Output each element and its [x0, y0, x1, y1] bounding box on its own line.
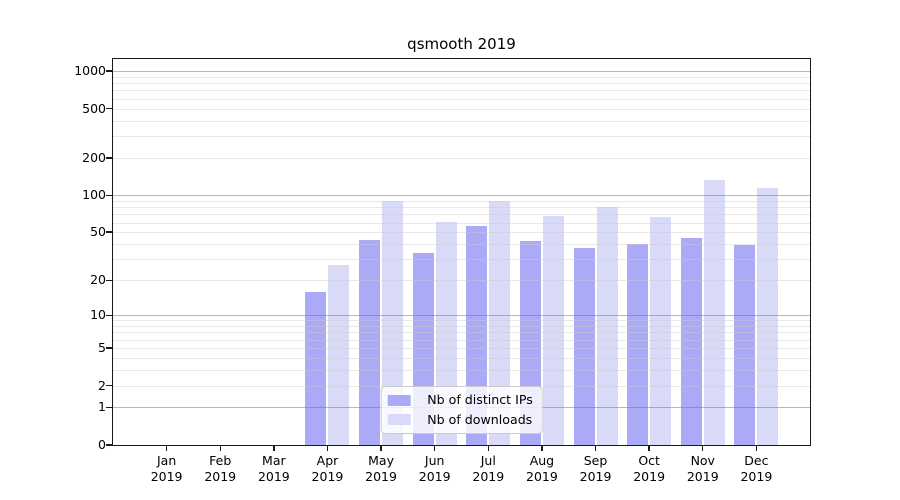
bar-downloads-dec — [757, 187, 779, 445]
x-tick-mark — [594, 446, 597, 451]
x-tick-mark — [326, 446, 329, 451]
y-tick-label: 500 — [82, 100, 106, 116]
bar-distinct-ips-dec — [734, 245, 756, 445]
x-tick-label: Jan 2019 — [150, 453, 183, 484]
y-tick-label: 10 — [90, 306, 106, 322]
legend-label-downloads: Nb of downloads — [427, 411, 533, 427]
x-tick-label: Jun 2019 — [418, 453, 451, 484]
x-tick-label: May 2019 — [365, 453, 397, 484]
x-tick-mark — [541, 446, 543, 451]
y-tick-label: 0 — [98, 436, 106, 452]
legend-label-distinct-ips: Nb of distinct IPs — [427, 392, 533, 408]
bar-downloads-jul — [489, 201, 511, 445]
bar-distinct-ips-apr — [305, 291, 327, 445]
gridline-minor — [113, 369, 810, 371]
gridline-major — [113, 315, 810, 317]
x-tick-label: Apr 2019 — [311, 453, 344, 484]
legend-swatch-distinct-ips — [387, 394, 411, 406]
gridline-minor — [113, 98, 810, 100]
gridline-minor — [113, 357, 810, 359]
gridline-minor — [113, 339, 810, 341]
gridline-minor — [113, 108, 810, 110]
x-tick-mark — [648, 446, 650, 451]
chart-title: qsmooth 2019 — [407, 35, 516, 53]
gridline-minor — [113, 259, 810, 261]
x-tick-label: Oct 2019 — [633, 453, 666, 484]
y-tick-mark — [106, 384, 113, 387]
gridline-minor — [113, 326, 810, 328]
y-tick-mark — [106, 444, 113, 446]
y-tick-mark — [106, 406, 113, 409]
x-tick-mark — [273, 446, 275, 451]
x-tick-label: Mar 2019 — [257, 453, 290, 484]
bar-downloads-aug — [542, 215, 564, 445]
gridline-minor — [113, 90, 810, 92]
bar-downloads-apr — [328, 264, 350, 445]
x-tick-mark — [702, 446, 704, 451]
y-tick-mark — [106, 314, 113, 316]
gridline-minor — [113, 348, 810, 350]
y-tick-mark — [106, 231, 113, 233]
gridline-minor — [113, 232, 810, 234]
bar-downloads-oct — [650, 217, 672, 445]
y-tick-mark — [106, 157, 113, 159]
y-tick-label: 1000 — [74, 62, 106, 78]
y-tick-mark — [106, 70, 113, 72]
bar-distinct-ips-may — [359, 240, 381, 445]
x-tick-label: Dec 2019 — [740, 453, 773, 484]
x-tick-mark — [219, 446, 221, 451]
legend-entry-distinct-ips: Nb of distinct IPs — [387, 392, 533, 408]
y-tick-mark — [106, 107, 113, 110]
bar-distinct-ips-sep — [573, 248, 595, 445]
y-tick-mark — [106, 194, 113, 196]
legend-entry-downloads: Nb of downloads — [387, 411, 533, 427]
gridline-minor — [113, 120, 810, 122]
bar-distinct-ips-nov — [680, 237, 702, 445]
gridline-minor — [113, 136, 810, 138]
gridline-major — [113, 71, 810, 73]
gridline-minor — [113, 385, 810, 387]
gridline-minor — [113, 200, 810, 202]
x-tick-mark — [755, 446, 758, 451]
y-tick-label: 5 — [98, 339, 106, 355]
y-tick-mark — [106, 279, 113, 281]
gridline-minor — [113, 214, 810, 216]
x-tick-label: Feb 2019 — [204, 453, 237, 484]
gridline-minor — [113, 76, 810, 78]
gridline-minor — [113, 332, 810, 334]
y-tick-label: 200 — [82, 149, 106, 165]
y-tick-mark — [106, 347, 113, 349]
x-tick-label: Nov 2019 — [686, 453, 719, 484]
bar-downloads-may — [382, 201, 404, 445]
bar-downloads-nov — [703, 179, 725, 445]
gridline-minor — [113, 157, 810, 159]
gridline-major — [113, 195, 810, 197]
y-tick-label: 1 — [98, 399, 106, 415]
gridline-minor — [113, 83, 810, 85]
plot-area: Nb of distinct IPs Nb of downloads — [112, 58, 811, 446]
bar-downloads-sep — [596, 207, 618, 445]
gridline-minor — [113, 207, 810, 209]
x-tick-mark — [165, 446, 168, 451]
bar-distinct-ips-oct — [627, 244, 649, 445]
y-tick-label: 50 — [90, 223, 106, 239]
gridline-minor — [113, 280, 810, 282]
x-tick-mark — [380, 446, 382, 451]
x-tick-mark — [487, 446, 489, 451]
gridline-minor — [113, 320, 810, 322]
x-tick-label: Aug 2019 — [526, 453, 558, 484]
y-tick-label: 100 — [82, 186, 106, 202]
x-tick-mark — [433, 446, 436, 451]
legend: Nb of distinct IPs Nb of downloads — [380, 386, 543, 434]
gridline-minor — [113, 222, 810, 224]
y-tick-label: 20 — [90, 271, 106, 287]
legend-swatch-downloads — [387, 414, 411, 426]
x-tick-label: Jul 2019 — [472, 453, 505, 484]
y-tick-label: 2 — [98, 377, 106, 393]
gridline-minor — [113, 244, 810, 245]
x-tick-label: Sep 2019 — [579, 453, 612, 484]
